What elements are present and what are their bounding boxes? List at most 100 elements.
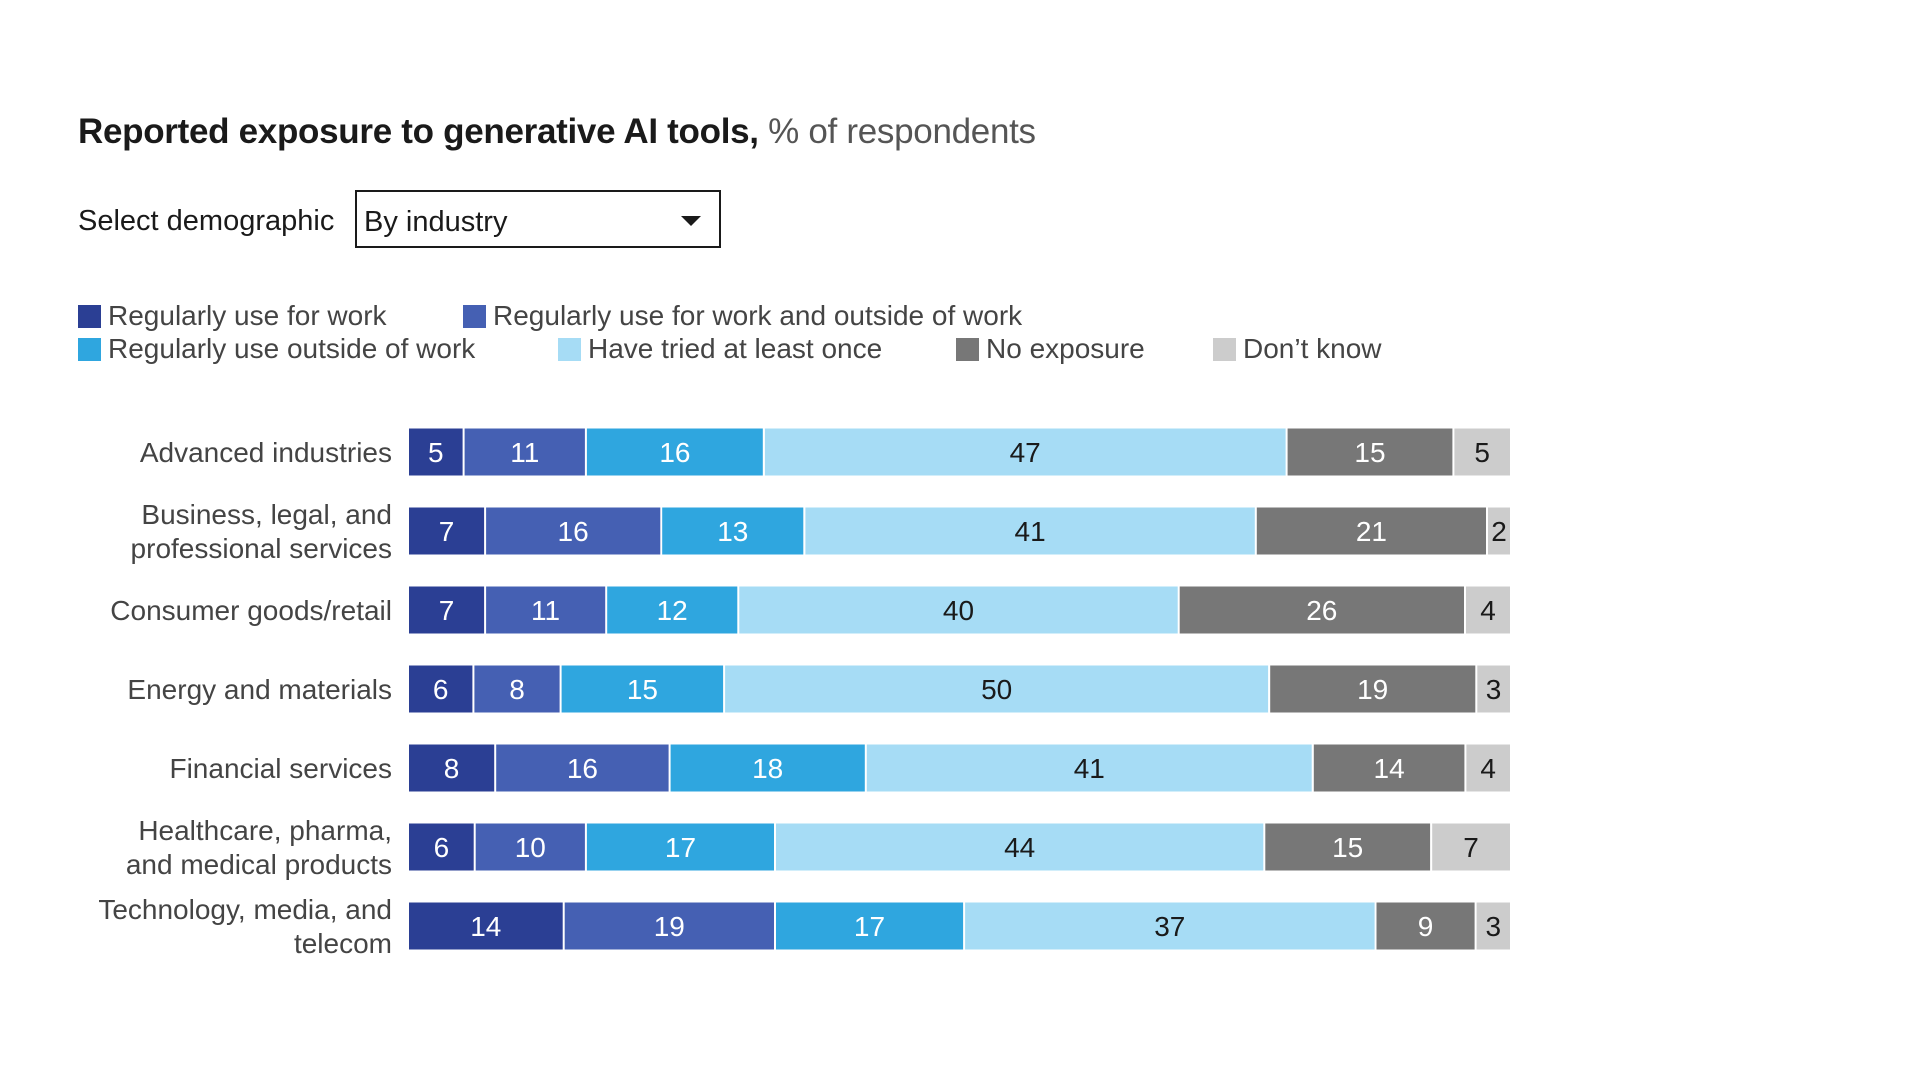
bar-segment	[1256, 507, 1486, 555]
bar-segment	[586, 823, 774, 871]
legend-label: No exposure	[986, 333, 1145, 364]
bar-segment	[1179, 586, 1464, 634]
bar-value-label: 16	[659, 437, 690, 468]
legend-swatch	[1213, 337, 1236, 361]
bar-segment	[739, 586, 1178, 634]
bar-segment	[486, 507, 661, 555]
bar-value-label: 16	[558, 516, 589, 547]
bar-value-label: 26	[1306, 595, 1337, 626]
bar-segment	[866, 744, 1312, 792]
bar-value-label: 8	[444, 753, 460, 784]
legend-swatch	[78, 304, 101, 328]
bar-segment	[1376, 902, 1475, 950]
bar-value-label: 13	[717, 516, 748, 547]
bar-value-label: 4	[1480, 595, 1496, 626]
bar-value-label: 40	[943, 595, 974, 626]
bar-segment	[662, 507, 804, 555]
bar-value-label: 3	[1486, 911, 1502, 942]
category-label: Consumer goods/retail	[110, 595, 392, 626]
bar-segment	[1466, 586, 1510, 634]
bar-segment	[409, 902, 563, 950]
bar-value-label: 44	[1004, 832, 1035, 863]
bar-value-label: 5	[428, 437, 444, 468]
bar-value-label: 37	[1154, 911, 1185, 942]
bar-value-label: 2	[1491, 516, 1507, 547]
bar-segment	[409, 428, 463, 476]
bar-segment	[409, 744, 495, 792]
bar-value-label: 50	[981, 674, 1012, 705]
bar-value-label: 17	[665, 832, 696, 863]
bar-value-label: 7	[439, 516, 455, 547]
bar-value-label: 5	[1474, 437, 1490, 468]
bar-value-label: 11	[531, 595, 560, 626]
category-label: Financial services	[169, 753, 392, 784]
legend-item-0: Regularly use for work	[78, 300, 387, 332]
bar-segment	[474, 665, 560, 713]
bar-value-label: 47	[1010, 437, 1041, 468]
bar-value-label: 6	[434, 832, 450, 863]
bar-segment	[586, 428, 763, 476]
legend-swatch	[956, 337, 979, 361]
demographic-dropdown-value: By industry	[364, 206, 508, 238]
legend-label: Regularly use for work and outside of wo…	[493, 300, 1023, 331]
bar-value-label: 15	[1354, 437, 1385, 468]
bar-segment	[475, 823, 585, 871]
bar-value-label: 7	[439, 595, 455, 626]
legend-label: Don’t know	[1243, 333, 1382, 364]
bar-value-label: 41	[1074, 753, 1105, 784]
legend-item-3: Have tried at least once	[558, 333, 882, 365]
bar-segment	[965, 902, 1375, 950]
bar-segment	[496, 744, 669, 792]
bar-segment	[776, 902, 964, 950]
demographic-dropdown[interactable]: By industry	[355, 190, 721, 248]
bar-segment	[725, 665, 1269, 713]
legend-label: Regularly use for work	[108, 300, 387, 331]
chart-legend: Regularly use for work Regularly use for …	[78, 300, 1478, 370]
category-label: Energy and materials	[127, 674, 392, 705]
bar-segment	[1488, 507, 1510, 555]
bar-segment	[409, 586, 485, 634]
bar-value-label: 21	[1356, 516, 1387, 547]
bar-value-label: 6	[433, 674, 449, 705]
category-label: Advanced industries	[140, 437, 392, 468]
bar-value-label: 18	[752, 753, 783, 784]
bar-segment	[764, 428, 1286, 476]
bar-value-label: 41	[1015, 516, 1046, 547]
legend-label: Regularly use outside of work	[108, 333, 476, 364]
bar-segment	[1454, 428, 1510, 476]
bar-segment	[464, 428, 585, 476]
bar-value-label: 14	[470, 911, 501, 942]
chart-title-unit: % of respondents	[758, 112, 1036, 151]
bar-segment	[1432, 823, 1510, 871]
bar-value-label: 8	[509, 674, 525, 705]
bar-segment	[409, 507, 485, 555]
legend-swatch	[78, 337, 101, 361]
bar-value-label: 4	[1480, 753, 1496, 784]
bar-segment	[1466, 744, 1510, 792]
bar-segment	[561, 665, 724, 713]
bar-value-label: 14	[1374, 753, 1405, 784]
category-label: Business, legal, and professional service…	[131, 499, 392, 564]
bar-value-label: 9	[1418, 911, 1434, 942]
bar-value-label: 19	[654, 911, 685, 942]
bar-value-label: 19	[1357, 674, 1388, 705]
bar-value-label: 16	[567, 753, 598, 784]
bar-segment	[805, 507, 1255, 555]
bar-segment	[1265, 823, 1431, 871]
bar-segment	[409, 823, 474, 871]
chart-title: Reported exposure to generative AI tools…	[78, 112, 1036, 152]
bar-segment	[1477, 665, 1510, 713]
bar-segment	[1476, 902, 1510, 950]
bar-value-label: 10	[515, 832, 546, 863]
legend-item-1: Regularly use for work and outside of wo…	[463, 300, 1022, 332]
bar-segment	[486, 586, 606, 634]
bar-segment	[607, 586, 738, 634]
bar-segment	[1313, 744, 1465, 792]
category-label: Healthcare, pharma, and medical products	[126, 815, 392, 880]
bar-value-label: 15	[1332, 832, 1363, 863]
bar-segment	[564, 902, 774, 950]
bar-segment	[776, 823, 1264, 871]
bar-value-label: 3	[1486, 674, 1502, 705]
bar-value-label: 15	[627, 674, 658, 705]
legend-item-4: No exposure	[956, 333, 1145, 365]
